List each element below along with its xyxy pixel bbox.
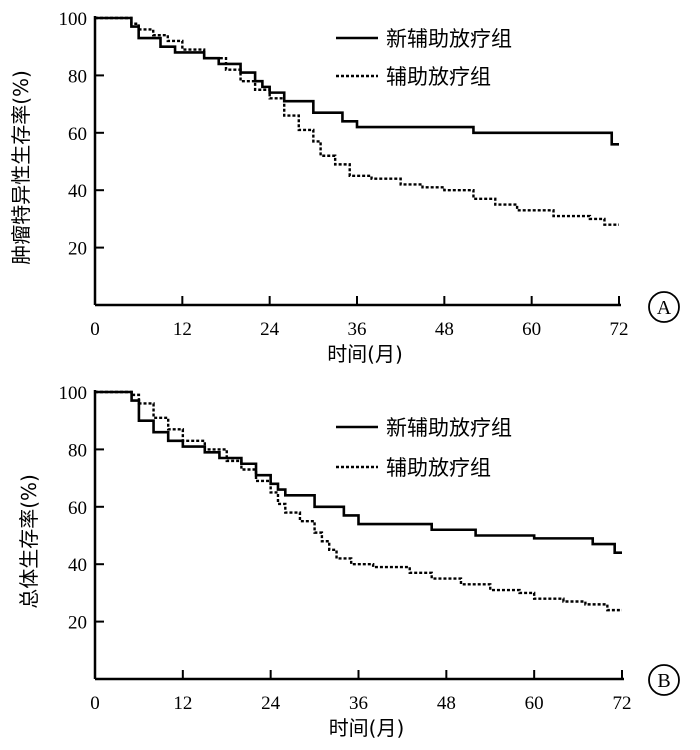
legend-label: 辅助放疗组	[386, 65, 491, 89]
series-line-neoadjuvant	[95, 390, 622, 555]
y-tick-label: 20	[68, 613, 87, 634]
legend-label: 辅助放疗组	[386, 456, 491, 480]
series-line-neoadjuvant	[95, 16, 619, 146]
series-line-adjuvant	[95, 390, 622, 612]
y-tick-label: 60	[68, 498, 87, 519]
y-tick-label: 100	[59, 9, 88, 30]
x-tick-label: 36	[348, 319, 367, 340]
panel-label: B	[657, 670, 670, 692]
x-tick-label: 24	[260, 319, 280, 340]
x-tick-label: 24	[261, 693, 281, 714]
y-tick-label: 100	[59, 383, 88, 404]
x-tick-label: 60	[522, 319, 541, 340]
x-tick-label: 48	[437, 693, 456, 714]
y-tick-label: 80	[68, 440, 87, 461]
y-tick-label: 40	[68, 555, 87, 576]
panel-badge-circle	[648, 291, 680, 323]
legend-label: 新辅助放疗组	[386, 416, 512, 440]
chart-panel-A: 20 40 60 80 100 0 12 24 36 48 60 72 时间(月) 肿瘤特异性生存率(%)…	[9, 9, 680, 366]
x-tick-label: 72	[610, 319, 629, 340]
x-tick-label: 0	[90, 319, 100, 340]
chart-panel-B: 20 40 60 80 100 0 12 24 36 48 60 72 时间(月) 总体生存率(%) 新辅助…	[17, 383, 680, 740]
legend-label: 新辅助放疗组	[386, 27, 512, 51]
x-tick-label: 12	[173, 319, 192, 340]
x-axis-label: 时间(月)	[327, 342, 403, 366]
x-tick-label: 36	[349, 693, 368, 714]
y-tick-label: 80	[68, 66, 87, 87]
y-axis-label: 肿瘤特异性生存率(%)	[9, 70, 33, 265]
y-tick-label: 60	[68, 124, 87, 145]
panel-label: A	[657, 297, 672, 319]
y-tick-label: 40	[68, 181, 87, 202]
x-tick-label: 72	[613, 693, 632, 714]
x-tick-label: 0	[90, 693, 100, 714]
x-tick-label: 48	[435, 319, 454, 340]
series-line-adjuvant	[95, 16, 619, 226]
y-tick-label: 20	[68, 239, 87, 260]
x-tick-label: 60	[525, 693, 544, 714]
panel-badge-circle	[648, 664, 680, 696]
y-axis-label: 总体生存率(%)	[17, 474, 41, 609]
x-tick-label: 12	[173, 693, 192, 714]
x-axis-label: 时间(月)	[329, 716, 405, 740]
